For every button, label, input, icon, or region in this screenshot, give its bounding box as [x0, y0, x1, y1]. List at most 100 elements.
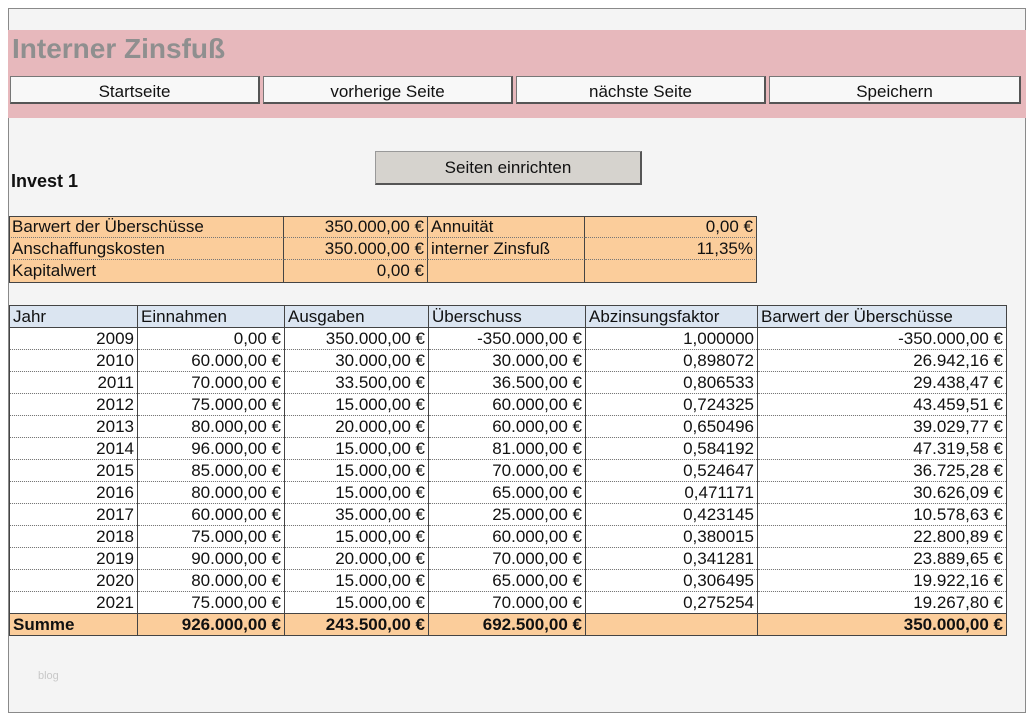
next-page-button[interactable]: nächste Seite — [516, 76, 766, 104]
cell-jahr[interactable]: 2018 — [9, 525, 138, 548]
cell-abzinsungsfaktor[interactable]: 0,724325 — [585, 393, 758, 416]
cell-barwert[interactable]: 22.800,89 € — [757, 525, 1007, 548]
cell-jahr[interactable]: 2020 — [9, 569, 138, 592]
cell-jahr[interactable]: 2012 — [9, 393, 138, 416]
save-button[interactable]: Speichern — [769, 76, 1021, 104]
cell-abzinsungsfaktor[interactable]: 0,306495 — [585, 569, 758, 592]
previous-page-button[interactable]: vorherige Seite — [263, 76, 513, 104]
annuitaet-value[interactable]: 0,00 € — [585, 216, 757, 238]
cell-ueberschuss[interactable]: 65.000,00 € — [428, 481, 586, 504]
cell-jahr[interactable]: 2016 — [9, 481, 138, 504]
cell-einnahmen[interactable]: 75.000,00 € — [137, 525, 285, 548]
table-row: 2017 60.000,00 €35.000,00 €25.000,00 €0,4… — [9, 503, 1007, 526]
cell-einnahmen[interactable]: 75.000,00 € — [137, 591, 285, 614]
cell-einnahmen[interactable]: 70.000,00 € — [137, 371, 285, 394]
anschaffung-label: Anschaffungskosten — [9, 238, 284, 260]
cell-ueberschuss[interactable]: 60.000,00 € — [428, 525, 586, 548]
cell-jahr[interactable]: 2013 — [9, 415, 138, 438]
cell-ueberschuss[interactable]: 65.000,00 € — [428, 569, 586, 592]
cell-abzinsungsfaktor[interactable]: 0,380015 — [585, 525, 758, 548]
cell-jahr[interactable]: 2017 — [9, 503, 138, 526]
total-einnahmen[interactable]: 926.000,00 € — [137, 613, 285, 636]
empty-cell[interactable] — [585, 260, 757, 283]
cell-ueberschuss[interactable]: 81.000,00 € — [428, 437, 586, 460]
cell-jahr[interactable]: 2019 — [9, 547, 138, 570]
cell-barwert[interactable]: -350.000,00 € — [757, 327, 1007, 350]
cell-einnahmen[interactable]: 90.000,00 € — [137, 547, 285, 570]
cell-einnahmen[interactable]: 80.000,00 € — [137, 569, 285, 592]
cell-ueberschuss[interactable]: 30.000,00 € — [428, 349, 586, 372]
cell-ausgaben[interactable]: 15.000,00 € — [284, 525, 429, 548]
cell-barwert[interactable]: 43.459,51 € — [757, 393, 1007, 416]
cell-jahr[interactable]: 2010 — [9, 349, 138, 372]
watermark: blog — [38, 670, 59, 682]
total-abzinsungsfaktor[interactable] — [585, 613, 758, 636]
cell-barwert[interactable]: 23.889,65 € — [757, 547, 1007, 570]
cell-ausgaben[interactable]: 30.000,00 € — [284, 349, 429, 372]
cell-ueberschuss[interactable]: 36.500,00 € — [428, 371, 586, 394]
anschaffung-value[interactable]: 350.000,00 € — [284, 238, 428, 260]
cell-ausgaben[interactable]: 15.000,00 € — [284, 459, 429, 482]
header-ueberschuss: Überschuss — [428, 305, 586, 328]
home-button[interactable]: Startseite — [10, 76, 260, 104]
cell-ausgaben[interactable]: 35.000,00 € — [284, 503, 429, 526]
cell-ueberschuss[interactable]: 60.000,00 € — [428, 415, 586, 438]
cell-jahr[interactable]: 2009 — [9, 327, 138, 350]
cell-abzinsungsfaktor[interactable]: 0,471171 — [585, 481, 758, 504]
cell-jahr[interactable]: 2015 — [9, 459, 138, 482]
cell-ausgaben[interactable]: 33.500,00 € — [284, 371, 429, 394]
cell-abzinsungsfaktor[interactable]: 0,524647 — [585, 459, 758, 482]
cell-ueberschuss[interactable]: 70.000,00 € — [428, 591, 586, 614]
cell-einnahmen[interactable]: 0,00 € — [137, 327, 285, 350]
kapitalwert-value[interactable]: 0,00 € — [284, 260, 428, 283]
empty-cell[interactable] — [428, 260, 585, 283]
cell-ausgaben[interactable]: 20.000,00 € — [284, 415, 429, 438]
page-setup-button[interactable]: Seiten einrichten — [375, 151, 642, 185]
cell-ueberschuss[interactable]: 60.000,00 € — [428, 393, 586, 416]
cell-jahr[interactable]: 2014 — [9, 437, 138, 460]
cell-ausgaben[interactable]: 15.000,00 € — [284, 481, 429, 504]
cell-einnahmen[interactable]: 96.000,00 € — [137, 437, 285, 460]
total-barwert[interactable]: 350.000,00 € — [757, 613, 1007, 636]
cell-barwert[interactable]: 30.626,09 € — [757, 481, 1007, 504]
cell-einnahmen[interactable]: 60.000,00 € — [137, 349, 285, 372]
cell-abzinsungsfaktor[interactable]: 0,898072 — [585, 349, 758, 372]
cell-ausgaben[interactable]: 20.000,00 € — [284, 547, 429, 570]
cell-ueberschuss[interactable]: 70.000,00 € — [428, 547, 586, 570]
cell-einnahmen[interactable]: 80.000,00 € — [137, 481, 285, 504]
total-ausgaben[interactable]: 243.500,00 € — [284, 613, 429, 636]
cell-einnahmen[interactable]: 75.000,00 € — [137, 393, 285, 416]
cell-ausgaben[interactable]: 15.000,00 € — [284, 569, 429, 592]
cell-ausgaben[interactable]: 15.000,00 € — [284, 591, 429, 614]
barwert-value[interactable]: 350.000,00 € — [284, 216, 428, 238]
cell-einnahmen[interactable]: 85.000,00 € — [137, 459, 285, 482]
cell-abzinsungsfaktor[interactable]: 0,423145 — [585, 503, 758, 526]
cell-barwert[interactable]: 29.438,47 € — [757, 371, 1007, 394]
cell-barwert[interactable]: 19.922,16 € — [757, 569, 1007, 592]
cell-ueberschuss[interactable]: -350.000,00 € — [428, 327, 586, 350]
cell-ausgaben[interactable]: 15.000,00 € — [284, 393, 429, 416]
cell-barwert[interactable]: 36.725,28 € — [757, 459, 1007, 482]
cell-barwert[interactable]: 26.942,16 € — [757, 349, 1007, 372]
zinsfuss-value[interactable]: 11,35% — [585, 238, 757, 260]
cell-abzinsungsfaktor[interactable]: 1,000000 — [585, 327, 758, 350]
cell-abzinsungsfaktor[interactable]: 0,650496 — [585, 415, 758, 438]
cell-ueberschuss[interactable]: 70.000,00 € — [428, 459, 586, 482]
cell-abzinsungsfaktor[interactable]: 0,584192 — [585, 437, 758, 460]
cell-abzinsungsfaktor[interactable]: 0,341281 — [585, 547, 758, 570]
cell-jahr[interactable]: 2021 — [9, 591, 138, 614]
cell-barwert[interactable]: 47.319,58 € — [757, 437, 1007, 460]
table-row: 2015 85.000,00 €15.000,00 €70.000,00 €0,5… — [9, 459, 1007, 482]
cell-ausgaben[interactable]: 15.000,00 € — [284, 437, 429, 460]
cell-barwert[interactable]: 19.267,80 € — [757, 591, 1007, 614]
cell-barwert[interactable]: 10.578,63 € — [757, 503, 1007, 526]
cell-barwert[interactable]: 39.029,77 € — [757, 415, 1007, 438]
cell-abzinsungsfaktor[interactable]: 0,806533 — [585, 371, 758, 394]
cell-ausgaben[interactable]: 350.000,00 € — [284, 327, 429, 350]
cell-einnahmen[interactable]: 60.000,00 € — [137, 503, 285, 526]
cell-ueberschuss[interactable]: 25.000,00 € — [428, 503, 586, 526]
total-ueberschuss[interactable]: 692.500,00 € — [428, 613, 586, 636]
cell-abzinsungsfaktor[interactable]: 0,275254 — [585, 591, 758, 614]
cell-einnahmen[interactable]: 80.000,00 € — [137, 415, 285, 438]
cell-jahr[interactable]: 2011 — [9, 371, 138, 394]
